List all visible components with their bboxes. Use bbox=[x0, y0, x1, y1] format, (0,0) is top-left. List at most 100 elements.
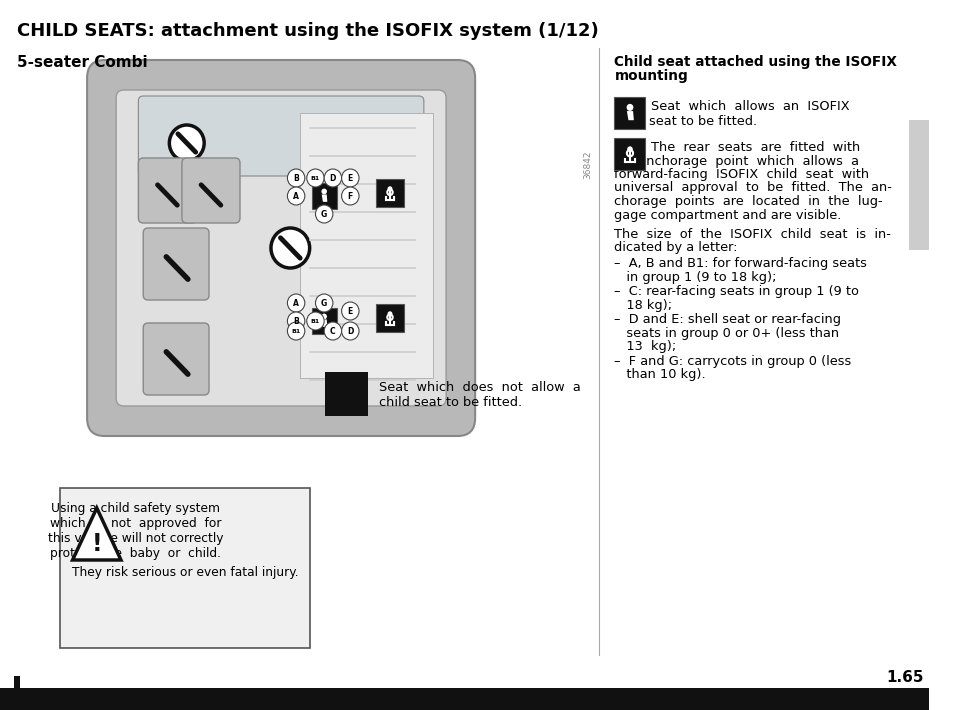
Text: universal  approval  to  be  fitted.  The  an-: universal approval to be fitted. The an- bbox=[614, 182, 893, 195]
Circle shape bbox=[287, 322, 305, 340]
Text: –  D and E: shell seat or rear-facing: – D and E: shell seat or rear-facing bbox=[614, 313, 842, 326]
Polygon shape bbox=[322, 320, 327, 327]
Circle shape bbox=[307, 169, 324, 187]
FancyBboxPatch shape bbox=[143, 323, 209, 395]
FancyBboxPatch shape bbox=[138, 96, 424, 176]
Text: Using a child safety system: Using a child safety system bbox=[51, 502, 220, 515]
Text: A: A bbox=[293, 299, 300, 308]
Text: child seat to be fitted.: child seat to be fitted. bbox=[379, 395, 522, 408]
Text: 13  kg);: 13 kg); bbox=[614, 340, 677, 353]
Text: protect  the  baby  or  child.: protect the baby or child. bbox=[50, 547, 221, 560]
Text: this vehicle will not correctly: this vehicle will not correctly bbox=[48, 532, 224, 545]
Text: 1.65: 1.65 bbox=[886, 670, 924, 685]
Circle shape bbox=[156, 341, 199, 385]
Bar bbox=[909, 120, 929, 250]
Text: chorage  points  are  located  in  the  lug-: chorage points are located in the lug- bbox=[614, 195, 883, 208]
Circle shape bbox=[342, 322, 359, 340]
FancyBboxPatch shape bbox=[116, 90, 446, 406]
Text: F: F bbox=[348, 192, 353, 201]
FancyBboxPatch shape bbox=[87, 60, 475, 436]
Circle shape bbox=[322, 314, 327, 320]
Text: 36842: 36842 bbox=[583, 151, 592, 179]
Bar bbox=[376, 179, 403, 207]
Circle shape bbox=[287, 312, 305, 330]
Text: D: D bbox=[329, 174, 336, 183]
Text: CHILD SEATS: attachment using the ISOFIX system (1/12): CHILD SEATS: attachment using the ISOFIX… bbox=[17, 22, 599, 40]
Circle shape bbox=[192, 175, 230, 215]
Text: in group 1 (9 to 18 kg);: in group 1 (9 to 18 kg); bbox=[614, 271, 777, 283]
Text: The  size  of  the  ISOFIX  child  seat  is  in-: The size of the ISOFIX child seat is in- bbox=[614, 228, 892, 241]
Polygon shape bbox=[627, 111, 634, 120]
Circle shape bbox=[322, 189, 327, 195]
Circle shape bbox=[148, 175, 187, 215]
Bar bbox=[614, 97, 645, 129]
Text: Seat  which  does  not  allow  a: Seat which does not allow a bbox=[379, 381, 581, 394]
Polygon shape bbox=[322, 195, 327, 202]
FancyBboxPatch shape bbox=[143, 228, 209, 300]
Circle shape bbox=[287, 187, 305, 205]
Text: E: E bbox=[348, 307, 353, 316]
Text: B1: B1 bbox=[311, 176, 320, 181]
FancyBboxPatch shape bbox=[138, 158, 197, 223]
Text: –  F and G: carrycots in group 0 (less: – F and G: carrycots in group 0 (less bbox=[614, 354, 852, 368]
Text: The  rear  seats  are  fitted  with: The rear seats are fitted with bbox=[651, 141, 860, 154]
Text: A: A bbox=[293, 192, 300, 201]
FancyBboxPatch shape bbox=[182, 158, 240, 223]
Bar bbox=[325, 372, 368, 416]
Text: Seat  which  allows  an  ISOFIX: Seat which allows an ISOFIX bbox=[651, 100, 850, 113]
Text: !: ! bbox=[91, 532, 102, 556]
Circle shape bbox=[156, 246, 199, 290]
Text: than 10 kg).: than 10 kg). bbox=[614, 368, 707, 381]
Circle shape bbox=[287, 169, 305, 187]
Circle shape bbox=[329, 376, 364, 412]
Circle shape bbox=[627, 104, 634, 111]
Bar bbox=[13, 676, 20, 696]
Circle shape bbox=[342, 302, 359, 320]
Text: gage compartment and are visible.: gage compartment and are visible. bbox=[614, 209, 842, 222]
Text: Child seat attached using the ISOFIX: Child seat attached using the ISOFIX bbox=[614, 55, 898, 69]
Circle shape bbox=[324, 169, 342, 187]
Text: 18 kg);: 18 kg); bbox=[614, 298, 673, 312]
Text: forward-facing  ISOFIX  child  seat  with: forward-facing ISOFIX child seat with bbox=[614, 168, 870, 181]
Bar bbox=[376, 304, 403, 332]
Circle shape bbox=[342, 187, 359, 205]
Circle shape bbox=[307, 312, 324, 330]
Text: They risk serious or even fatal injury.: They risk serious or even fatal injury. bbox=[71, 566, 299, 579]
Text: 5-seater Combi: 5-seater Combi bbox=[17, 55, 148, 70]
Circle shape bbox=[316, 294, 333, 312]
Text: which  is  not  approved  for: which is not approved for bbox=[50, 517, 221, 530]
Bar bbox=[312, 308, 337, 334]
Text: carmanualsonline.info: carmanualsonline.info bbox=[731, 693, 861, 706]
Text: an  anchorage  point  which  allows  a: an anchorage point which allows a bbox=[614, 155, 859, 168]
Circle shape bbox=[342, 169, 359, 187]
Text: B1: B1 bbox=[311, 319, 320, 324]
Text: B: B bbox=[293, 174, 299, 183]
FancyBboxPatch shape bbox=[60, 488, 310, 648]
Text: mounting: mounting bbox=[614, 69, 688, 83]
Bar bbox=[0, 688, 929, 710]
Bar bbox=[312, 183, 337, 209]
Circle shape bbox=[324, 322, 342, 340]
Circle shape bbox=[287, 294, 305, 312]
Text: –  C: rear-facing seats in group 1 (9 to: – C: rear-facing seats in group 1 (9 to bbox=[614, 285, 859, 298]
Text: child seat to be fitted.: child seat to be fitted. bbox=[614, 115, 757, 128]
Text: –  A, B and B1: for forward-facing seats: – A, B and B1: for forward-facing seats bbox=[614, 257, 868, 270]
FancyBboxPatch shape bbox=[300, 113, 433, 378]
Circle shape bbox=[316, 205, 333, 223]
Text: E: E bbox=[348, 174, 353, 183]
Bar bbox=[614, 138, 645, 170]
Text: dicated by a letter:: dicated by a letter: bbox=[614, 241, 738, 254]
Text: B: B bbox=[293, 317, 299, 326]
Text: D: D bbox=[348, 327, 353, 336]
Circle shape bbox=[627, 146, 633, 152]
Polygon shape bbox=[73, 508, 121, 560]
Circle shape bbox=[271, 228, 310, 268]
Text: G: G bbox=[321, 299, 327, 308]
Text: seats in group 0 or 0+ (less than: seats in group 0 or 0+ (less than bbox=[614, 327, 840, 339]
Circle shape bbox=[169, 125, 204, 161]
Text: G: G bbox=[321, 210, 327, 219]
Text: B1: B1 bbox=[292, 329, 300, 334]
Circle shape bbox=[388, 311, 393, 317]
Circle shape bbox=[388, 186, 393, 191]
Text: C: C bbox=[330, 327, 336, 336]
